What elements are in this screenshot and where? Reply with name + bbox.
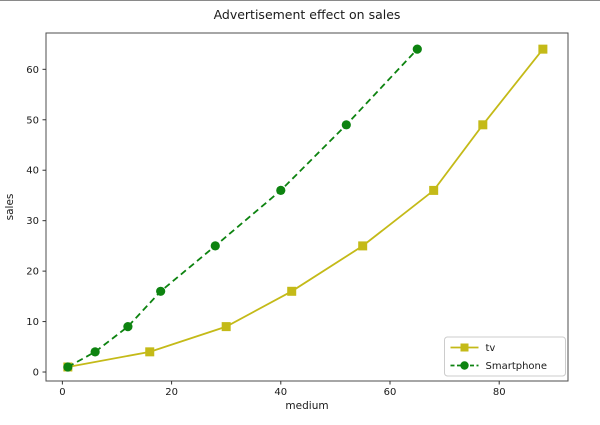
series-Smartphone-marker [276,185,286,196]
series-Smartphone-marker [90,347,100,357]
series-tv-marker [287,286,297,296]
x-tick-label: 40 [274,387,287,398]
series-tv-marker [358,241,368,251]
x-tick-label: 80 [493,387,506,398]
y-tick-label: 30 [26,216,39,227]
x-axis-ticks: 0 20 40 60 80 [59,381,506,398]
legend-entry-tv: tv [450,343,496,354]
series-Smartphone-marker [156,286,166,296]
series-tv-marker [221,322,231,332]
legend-marker [460,361,469,370]
series-Smartphone [63,44,422,372]
series-tv-marker [538,44,548,54]
legend: tv Smartphone [444,336,566,377]
y-tick-label: 0 [33,368,39,379]
legend-label: Smartphone [486,361,548,372]
x-tick-label: 20 [165,387,178,398]
y-axis-ticks: 0 10 20 30 40 50 60 [26,65,46,379]
y-tick-label: 20 [26,267,39,278]
legend-marker [460,343,469,352]
axes-spines [45,32,569,382]
legend-label: tv [486,343,496,354]
x-tick-label: 60 [384,387,397,398]
series-tv-marker [145,347,155,357]
series-Smartphone-marker [341,120,351,130]
legend-entry-Smartphone: Smartphone [450,361,548,372]
x-tick-label: 0 [59,387,65,398]
y-tick-label: 50 [26,115,39,126]
series-Smartphone-marker [412,44,422,54]
y-axis-label: sales [4,193,16,221]
series-Smartphone-marker [63,362,73,372]
series-tv-marker [429,185,439,195]
y-tick-label: 40 [26,166,39,177]
series-Smartphone-marker [123,322,133,332]
series-tv-line [67,48,544,368]
y-tick-label: 60 [26,65,39,76]
series-tv-marker [478,120,488,130]
chart-title: Advertisement effect on sales [213,7,401,22]
y-tick-label: 10 [26,317,39,328]
series-Smartphone-marker [210,241,220,251]
x-axis-label: medium [285,400,329,412]
